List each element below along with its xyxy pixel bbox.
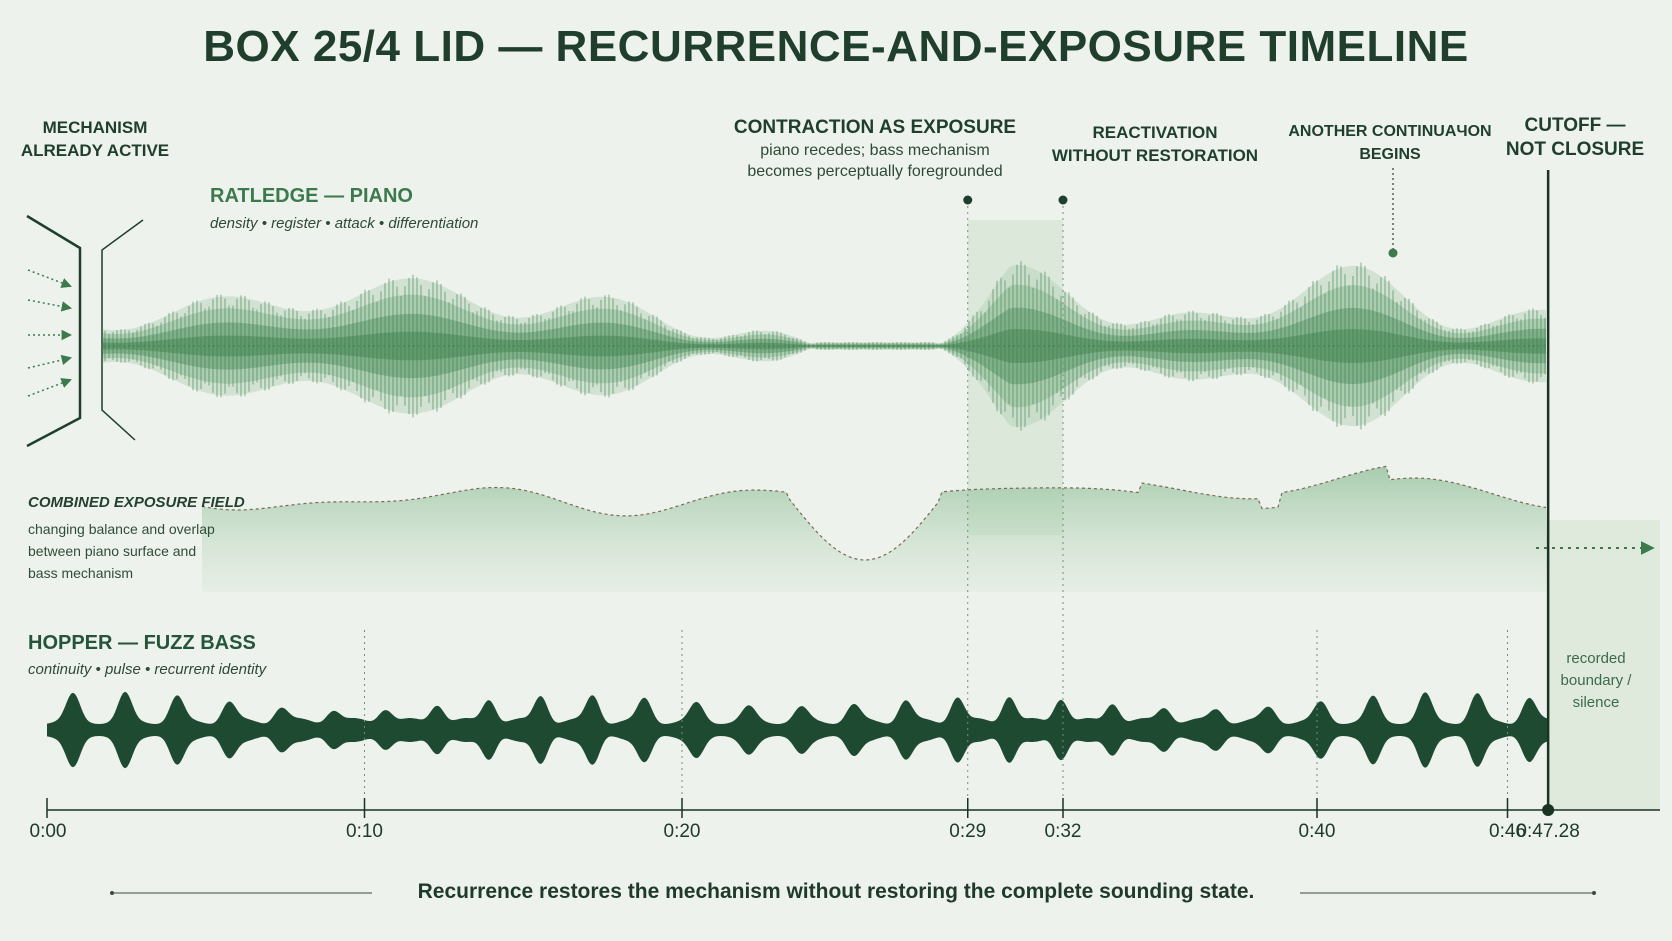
annotation-line: CUTOFF —	[1524, 115, 1626, 136]
footer-rule-dot	[110, 891, 114, 895]
bass-track-name: HOPPER — FUZZ BASS	[28, 632, 256, 654]
incoming-arrow	[27, 354, 73, 369]
annotation-cutoff: CUTOFF — NOT CLOSURE	[1500, 114, 1650, 162]
time-tick-label: 0:46	[1489, 821, 1526, 842]
bass-waveform	[47, 691, 1547, 769]
contraction-marker-dot	[963, 195, 973, 205]
continuation-marker-dot	[1388, 248, 1398, 258]
silence-line: boundary /	[1560, 672, 1632, 689]
silence-line: silence	[1572, 694, 1620, 711]
cutoff-axis-marker	[1542, 804, 1555, 816]
field-desc-line: bass mechanism	[28, 565, 134, 581]
bass-track-desc: continuity • pulse • recurrent identity	[28, 661, 267, 678]
time-tick-label: 0:47.28	[1516, 821, 1580, 842]
annotation-line: NOT CLOSURE	[1505, 139, 1645, 160]
annotation-line: MECHANISM	[42, 118, 148, 137]
footer-caption: Recurrence restores the mechanism withou…	[417, 880, 1255, 903]
mechanism-bracket-right	[101, 219, 144, 441]
incoming-arrow	[27, 269, 72, 288]
contraction-marker-dot	[1058, 195, 1068, 205]
contraction-desc-line: becomes perceptually foregrounded	[747, 163, 1003, 180]
annotation-line: BEGINS	[1359, 146, 1421, 163]
time-tick-label: 0:29	[949, 821, 987, 842]
annotation-line: ANOTHER CONTINUAЧON	[1288, 123, 1492, 140]
contraction-desc-line: piano recedes; bass mechanism	[760, 142, 990, 159]
silence-region	[1548, 520, 1660, 810]
mechanism-bracket-left	[26, 214, 82, 448]
time-tick-label: 0:10	[346, 821, 383, 842]
time-tick-label: 0:20	[663, 821, 701, 842]
field-desc-line: between piano surface and	[28, 543, 197, 559]
field-track-name: COMBINED EXPOSURE FIELD	[28, 494, 245, 511]
piano-track-name: RATLEDGE — PIANO	[210, 185, 413, 207]
contraction-title: CONTRACTION AS EXPOSURE	[733, 117, 1017, 138]
exposure-field-area	[202, 466, 1549, 592]
annotation-another-continuation: ANOTHER CONTINUAЧON BEGINS	[1280, 120, 1500, 166]
annotation-line: ALREADY ACTIVE	[20, 141, 170, 160]
silence-line: recorded	[1566, 650, 1626, 667]
time-tick-label: 0:32	[1044, 821, 1082, 842]
piano-track-desc: density • register • attack • differenti…	[210, 215, 479, 232]
time-tick-label: 0:40	[1298, 821, 1336, 842]
annotation-contraction: CONTRACTION AS EXPOSURE piano recedes; b…	[710, 116, 1040, 182]
footer-rule-dot	[1592, 891, 1596, 895]
annotation-mechanism-active: MECHANISM ALREADY ACTIVE	[10, 116, 180, 162]
incoming-arrow	[27, 299, 73, 312]
silence-label: recorded boundary / silence	[1536, 648, 1656, 714]
field-desc-line: changing balance and overlap	[28, 521, 215, 537]
annotation-reactivation: REACTIVATION WITHOUT RESTORATION	[1040, 121, 1270, 167]
time-tick-label: 0:00	[29, 821, 67, 842]
field-track-desc: changing balance and overlap between pia…	[28, 518, 228, 584]
page-title: BOX 25/4 LID — RECURRENCE-AND-EXPOSURE T…	[203, 22, 1469, 71]
incoming-arrow	[27, 378, 72, 397]
annotation-line: WITHOUT RESTORATION	[1051, 146, 1259, 165]
exposure-field-edge	[201, 465, 1547, 561]
annotation-line: REACTIVATION	[1092, 123, 1218, 142]
